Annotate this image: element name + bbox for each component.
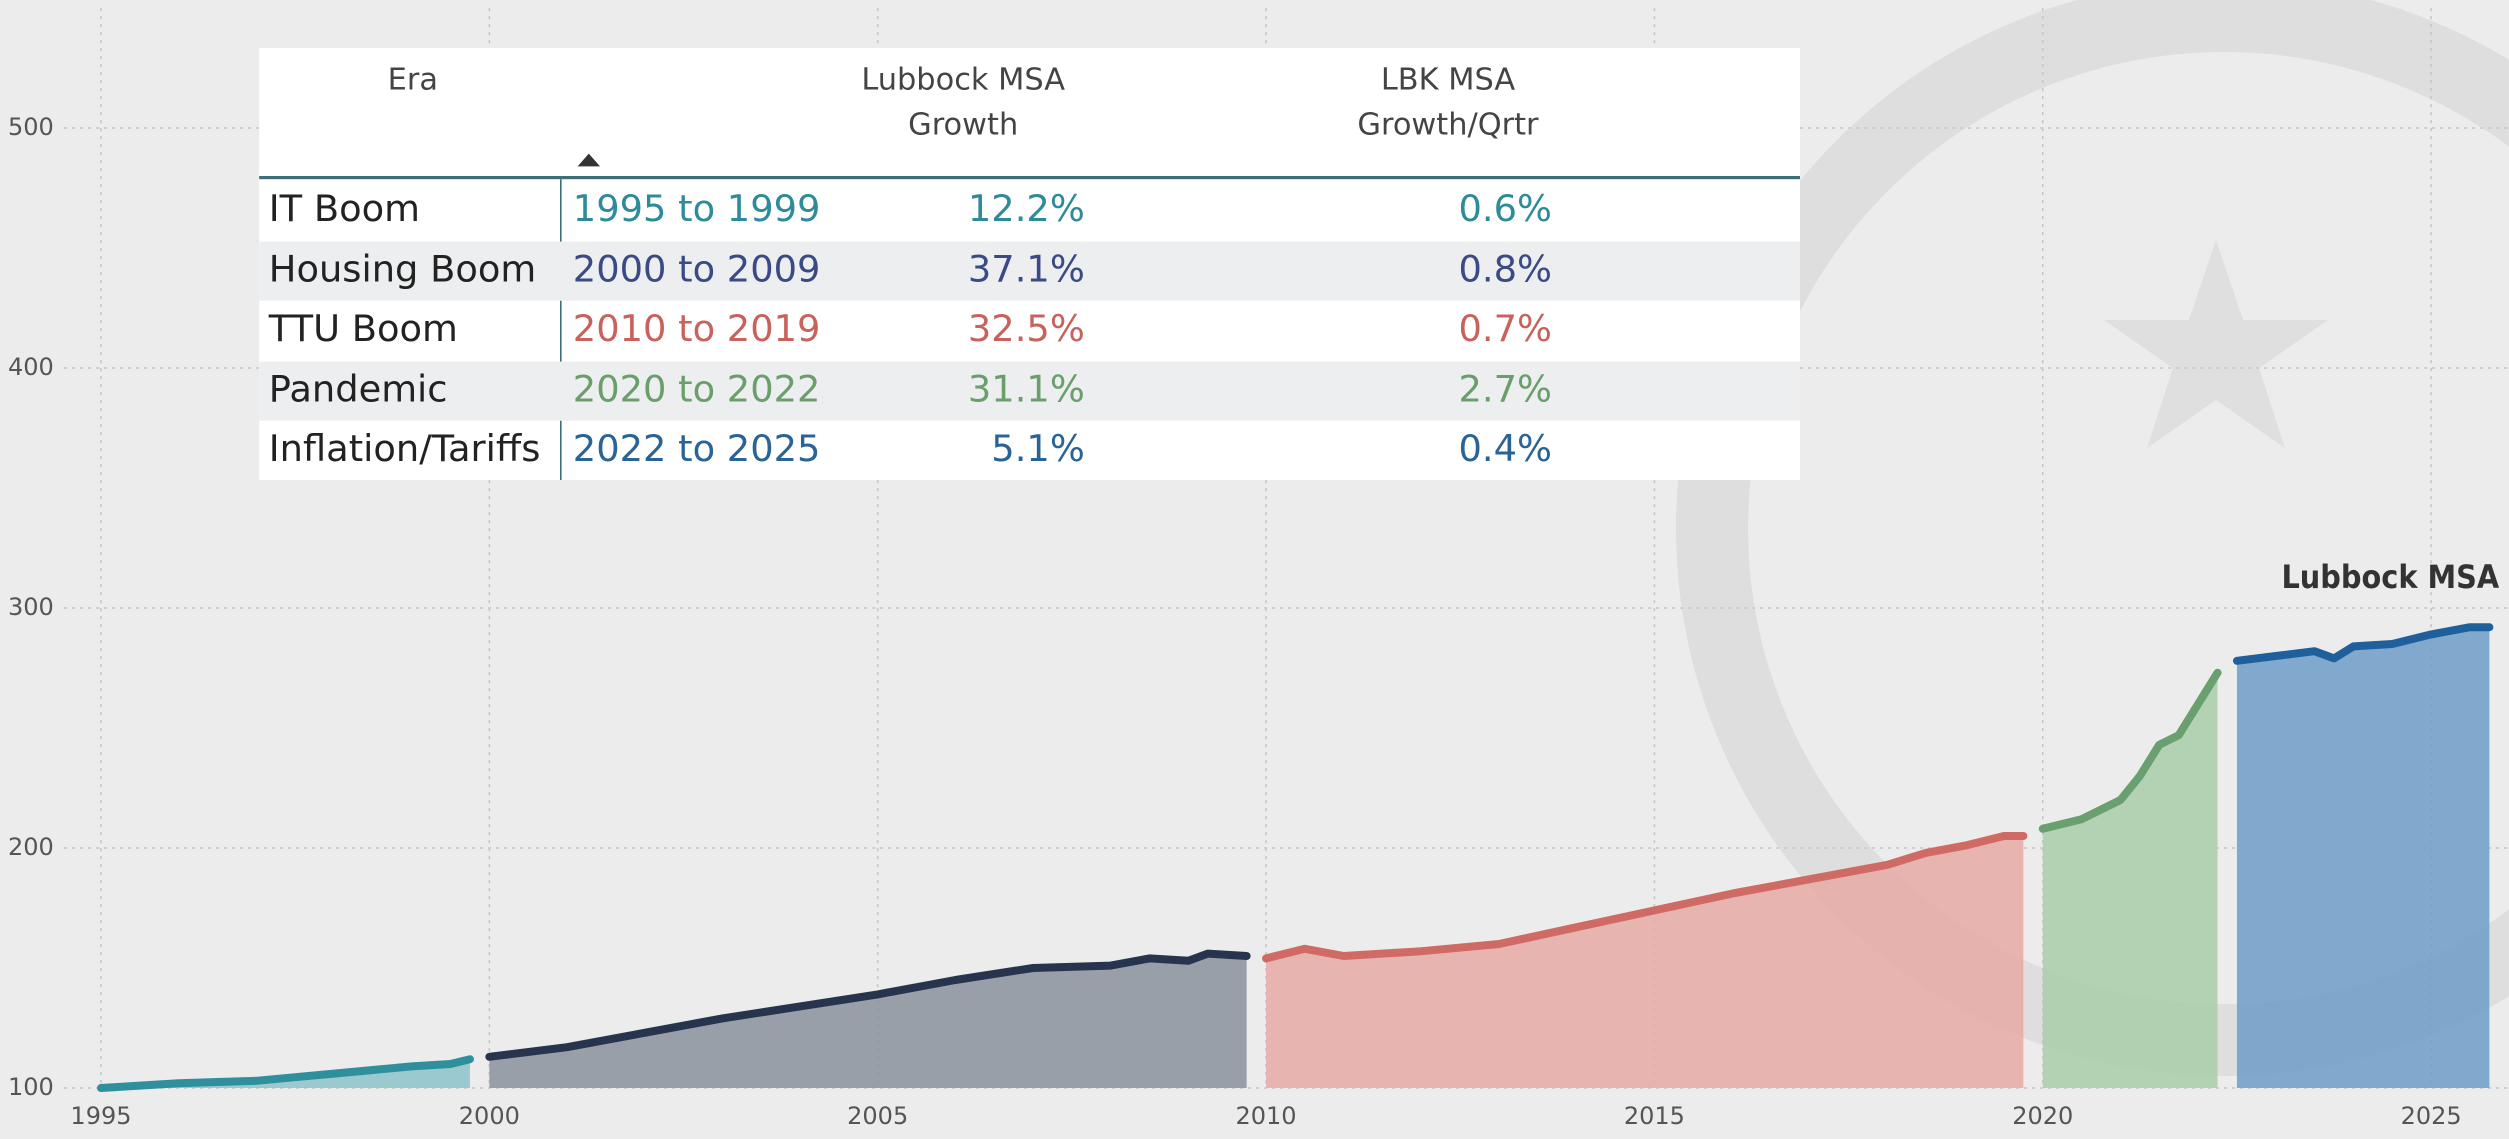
area	[2236, 627, 2490, 1088]
era-name: Pandemic	[268, 368, 448, 411]
y-tick-label: 200	[8, 833, 54, 861]
era-table: Era Lubbock MSA Growth LBK MSA Growth/Qrtr…	[259, 48, 1801, 480]
x-tick-label: 2015	[1624, 1102, 1685, 1130]
x-tick-label: 2005	[847, 1102, 908, 1130]
era-name: IT Boom	[268, 188, 420, 231]
y-tick-label: 500	[8, 113, 54, 141]
area	[2042, 672, 2218, 1088]
sort-arrow	[577, 153, 600, 167]
x-tick-label: 1995	[70, 1102, 131, 1130]
y-tick-label: 300	[8, 593, 54, 621]
era-value: 2010 to 2019	[572, 308, 821, 351]
line	[485, 949, 1251, 1061]
row-band	[259, 240, 1801, 301]
era-value: 2000 to 2009	[572, 248, 821, 291]
column-header: Lubbock MSA Growth	[861, 62, 1066, 143]
era-name: TTU Boom	[268, 308, 458, 351]
area	[489, 953, 1247, 1088]
area	[1266, 836, 2024, 1088]
column-separator	[560, 179, 562, 480]
line-label: Lubbock MSA	[2281, 558, 2499, 596]
era-value: 0.4%	[1458, 428, 1553, 471]
era-name: Housing Boom	[268, 248, 537, 291]
y-tick-label: 100	[8, 1073, 54, 1101]
row-band	[259, 360, 1801, 421]
era-value: 37.1%	[967, 248, 1085, 291]
line	[1262, 832, 2028, 963]
era-value: 2020 to 2022	[572, 368, 821, 411]
area	[100, 1059, 470, 1088]
era-name: Inflation/Tariffs	[268, 428, 541, 471]
column-header: LBK MSA Growth/Qrtr	[1357, 62, 1539, 143]
x-tick-label: 2000	[459, 1102, 520, 1130]
x-tick-label: 2025	[2401, 1102, 2462, 1130]
era-value: 32.5%	[967, 308, 1085, 351]
era-value: 2.7%	[1458, 368, 1553, 411]
header-rule	[259, 176, 1801, 180]
era-value: 12.2%	[967, 188, 1085, 231]
era-value: 31.1%	[967, 368, 1085, 411]
x-tick-label: 2010	[1236, 1102, 1297, 1130]
line	[2232, 623, 2494, 665]
line	[2038, 668, 2222, 833]
era-value: 1995 to 1999	[572, 188, 821, 231]
background-seal	[1676, 0, 2509, 1076]
era-value: 0.7%	[1458, 308, 1553, 351]
column-header: Era	[387, 62, 438, 98]
line	[96, 1055, 474, 1093]
y-tick-label: 400	[8, 353, 54, 381]
x-tick-label: 2020	[2012, 1102, 2073, 1130]
era-value: 5.1%	[991, 428, 1085, 471]
era-value: 0.8%	[1458, 248, 1553, 291]
era-value: 0.6%	[1458, 188, 1553, 231]
era-value: 2022 to 2025	[572, 428, 821, 471]
